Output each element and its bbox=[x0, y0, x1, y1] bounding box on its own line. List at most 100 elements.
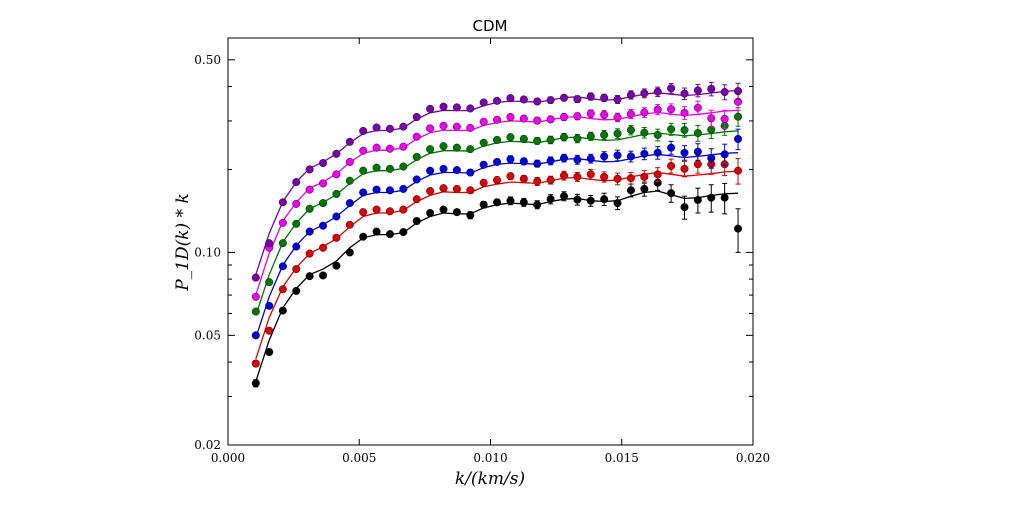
data-point bbox=[479, 160, 488, 169]
data-point bbox=[640, 149, 649, 158]
data-point bbox=[667, 143, 676, 152]
data-point bbox=[292, 178, 301, 187]
data-point bbox=[265, 239, 274, 248]
y-axis-label: P_1D(k) * k bbox=[173, 193, 193, 292]
data-point bbox=[412, 132, 421, 141]
data-point bbox=[332, 261, 341, 270]
data-point bbox=[613, 129, 622, 138]
data-point bbox=[586, 132, 595, 141]
data-point bbox=[546, 96, 555, 105]
data-point bbox=[292, 286, 301, 295]
data-point bbox=[667, 105, 676, 114]
data-point bbox=[439, 142, 448, 151]
data-point bbox=[359, 232, 368, 241]
data-point bbox=[653, 87, 662, 96]
data-point bbox=[385, 164, 394, 173]
data-point bbox=[693, 129, 702, 138]
data-point bbox=[680, 108, 689, 117]
data-point bbox=[533, 136, 542, 145]
data-point bbox=[613, 174, 622, 183]
y-tick-label: 0.02 bbox=[194, 438, 221, 452]
data-point bbox=[372, 205, 381, 214]
axis-ticks: 0.000 0.005 0.010 0.015 0.020 0.02 0.05 0.10 0.5… bbox=[194, 38, 770, 465]
data-point bbox=[586, 92, 595, 101]
data-point bbox=[734, 87, 743, 96]
data-point bbox=[600, 195, 609, 204]
data-point bbox=[319, 243, 328, 252]
data-point bbox=[399, 184, 408, 193]
data-point bbox=[466, 186, 475, 195]
data-point bbox=[600, 130, 609, 139]
data-point bbox=[359, 126, 368, 135]
data-point bbox=[452, 103, 461, 112]
data-point bbox=[332, 149, 341, 158]
data-point bbox=[372, 123, 381, 132]
data-point bbox=[720, 114, 729, 123]
data-point bbox=[426, 187, 435, 196]
data-point bbox=[680, 203, 689, 212]
data-point bbox=[734, 224, 743, 233]
data-point bbox=[493, 96, 502, 105]
data-point bbox=[693, 195, 702, 204]
x-tick-label: 0.000 bbox=[211, 451, 245, 465]
x-tick-label: 0.020 bbox=[736, 451, 770, 465]
data-point bbox=[278, 239, 287, 248]
data-point bbox=[385, 186, 394, 195]
data-point bbox=[653, 170, 662, 179]
data-point bbox=[265, 326, 274, 335]
data-point bbox=[693, 86, 702, 95]
data-point bbox=[667, 125, 676, 134]
data-point bbox=[533, 200, 542, 209]
data-point bbox=[519, 198, 528, 207]
data-point bbox=[251, 379, 260, 388]
data-point bbox=[452, 184, 461, 193]
data-point bbox=[600, 110, 609, 119]
data-point bbox=[372, 143, 381, 152]
x-tick-label: 0.010 bbox=[473, 451, 507, 465]
data-point bbox=[305, 165, 314, 174]
data-point bbox=[546, 135, 555, 144]
data-point bbox=[452, 122, 461, 131]
data-point bbox=[640, 128, 649, 137]
chart-title: CDM bbox=[473, 17, 508, 35]
data-point bbox=[385, 144, 394, 153]
data-point bbox=[493, 135, 502, 144]
data-point bbox=[573, 95, 582, 104]
data-point bbox=[412, 113, 421, 122]
y-tick-label: 0.10 bbox=[194, 245, 221, 259]
data-point bbox=[399, 228, 408, 237]
data-point bbox=[680, 89, 689, 98]
data-point bbox=[466, 168, 475, 177]
data-point bbox=[506, 155, 515, 164]
data-point bbox=[385, 124, 394, 133]
data-point bbox=[359, 208, 368, 217]
data-point bbox=[278, 198, 287, 207]
data-point bbox=[720, 150, 729, 159]
data-point bbox=[292, 219, 301, 228]
data-point bbox=[667, 189, 676, 198]
data-point bbox=[251, 331, 260, 340]
data-point bbox=[613, 113, 622, 122]
data-point bbox=[265, 278, 274, 287]
series-1 bbox=[251, 175, 743, 388]
data-point bbox=[426, 145, 435, 154]
data-point bbox=[399, 162, 408, 171]
data-point bbox=[332, 212, 341, 221]
data-point bbox=[519, 157, 528, 166]
data-point bbox=[466, 123, 475, 132]
data-point bbox=[586, 196, 595, 205]
data-point bbox=[452, 143, 461, 152]
data-point bbox=[653, 148, 662, 157]
data-point bbox=[372, 227, 381, 236]
data-point bbox=[506, 94, 515, 103]
data-point bbox=[626, 186, 635, 195]
data-point bbox=[251, 307, 260, 316]
data-point bbox=[439, 205, 448, 214]
data-point bbox=[305, 204, 314, 213]
data-point bbox=[426, 104, 435, 113]
data-point bbox=[613, 95, 622, 104]
data-point bbox=[626, 109, 635, 118]
data-point bbox=[734, 166, 743, 175]
data-point bbox=[519, 95, 528, 104]
data-point bbox=[506, 133, 515, 142]
